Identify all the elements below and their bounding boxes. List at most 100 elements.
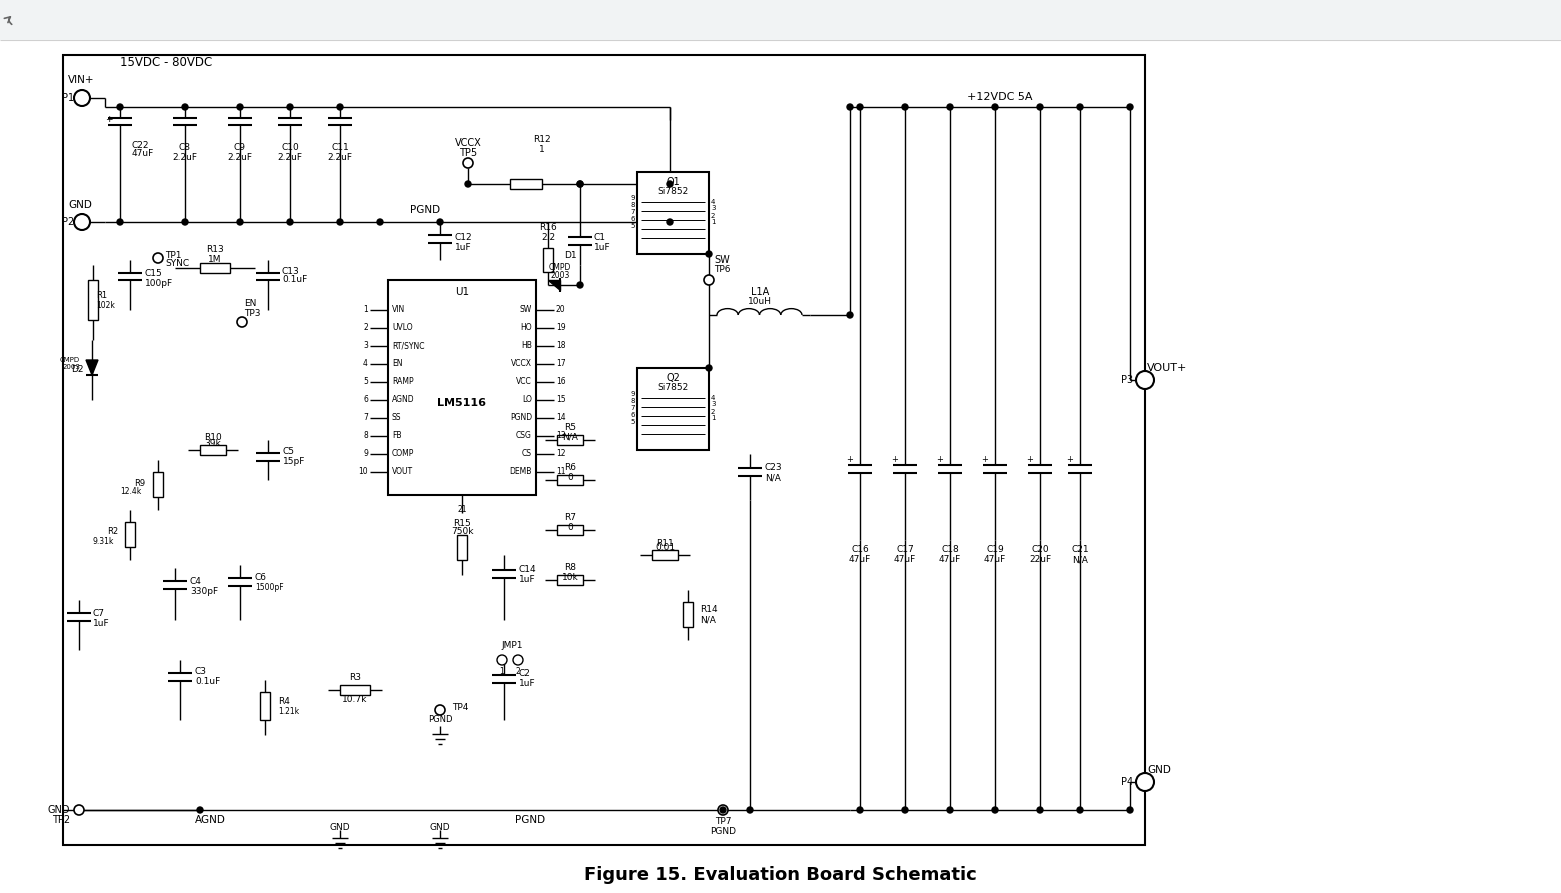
- Text: R16: R16: [539, 223, 557, 232]
- Text: 2003: 2003: [62, 364, 80, 370]
- Text: D1: D1: [564, 251, 576, 260]
- Text: N/A: N/A: [562, 432, 578, 441]
- Circle shape: [436, 705, 445, 715]
- Text: UVLO: UVLO: [392, 323, 412, 332]
- Text: 1.21k: 1.21k: [278, 707, 300, 716]
- Text: 2.2uF: 2.2uF: [173, 154, 198, 163]
- Text: 2.2uF: 2.2uF: [278, 154, 303, 163]
- Text: P1: P1: [62, 93, 73, 103]
- Text: R13: R13: [206, 246, 223, 255]
- Text: R1: R1: [95, 290, 108, 299]
- Text: 7: 7: [364, 413, 368, 422]
- Text: SYNC: SYNC: [165, 258, 189, 268]
- Text: P2: P2: [62, 217, 73, 227]
- Circle shape: [183, 219, 187, 225]
- Text: 0.1uF: 0.1uF: [195, 677, 220, 686]
- Bar: [637, 172, 709, 254]
- Text: N/A: N/A: [765, 473, 780, 482]
- Bar: [261, 692, 270, 720]
- Text: Q1: Q1: [667, 177, 681, 187]
- Text: 2.2uF: 2.2uF: [328, 154, 353, 163]
- Circle shape: [902, 807, 909, 813]
- Text: 18: 18: [556, 341, 565, 350]
- Circle shape: [117, 104, 123, 110]
- Text: 2003: 2003: [551, 271, 570, 280]
- Text: CMPD: CMPD: [59, 357, 80, 363]
- Text: R7: R7: [564, 513, 576, 522]
- Text: FB: FB: [392, 431, 401, 440]
- Text: 1M: 1M: [208, 255, 222, 263]
- Text: R15: R15: [453, 519, 471, 528]
- Text: +12VDC 5A: +12VDC 5A: [968, 92, 1033, 102]
- Text: 2.2: 2.2: [542, 233, 556, 243]
- Text: 330pF: 330pF: [190, 587, 219, 596]
- Text: C9: C9: [234, 144, 247, 153]
- Text: 1uF: 1uF: [94, 619, 109, 628]
- Circle shape: [337, 104, 343, 110]
- Text: SS: SS: [392, 413, 401, 422]
- Text: PGND: PGND: [411, 205, 440, 215]
- Text: C22: C22: [133, 140, 150, 149]
- Circle shape: [1077, 104, 1083, 110]
- Text: 10k: 10k: [562, 572, 579, 581]
- Circle shape: [948, 807, 954, 813]
- Circle shape: [578, 282, 582, 288]
- Text: PGND: PGND: [710, 828, 735, 837]
- Text: GND: GND: [329, 823, 350, 832]
- Text: ti.com/lit/ug/snva285a/snva285a.pdf: ti.com/lit/ug/snva285a/snva285a.pdf: [116, 15, 322, 25]
- Text: 47uF: 47uF: [983, 555, 1007, 564]
- Text: 39k: 39k: [204, 439, 222, 448]
- Text: 3: 3: [364, 341, 368, 350]
- Text: 15: 15: [556, 396, 565, 405]
- Text: 10uH: 10uH: [748, 297, 773, 306]
- Circle shape: [578, 181, 582, 187]
- Text: C16: C16: [851, 546, 869, 555]
- Text: 4
3
2
1: 4 3 2 1: [710, 395, 715, 421]
- Text: 1: 1: [364, 305, 368, 314]
- Text: 47uF: 47uF: [849, 555, 871, 564]
- Circle shape: [1127, 807, 1133, 813]
- Text: Si7852: Si7852: [657, 188, 688, 196]
- Text: C7: C7: [94, 608, 105, 617]
- Text: EN: EN: [244, 298, 256, 307]
- Text: 1uF: 1uF: [518, 575, 535, 585]
- Text: RT/SYNC: RT/SYNC: [392, 341, 425, 350]
- Text: 1uF: 1uF: [518, 679, 535, 688]
- Text: TP2: TP2: [52, 815, 70, 825]
- Text: VIN+: VIN+: [69, 75, 95, 85]
- Text: C11: C11: [331, 144, 348, 153]
- Text: P4: P4: [1121, 777, 1133, 787]
- Text: 47uF: 47uF: [133, 149, 155, 158]
- Text: CSG: CSG: [517, 431, 532, 440]
- Text: 15VDC - 80VDC: 15VDC - 80VDC: [120, 56, 212, 70]
- Text: TP7: TP7: [715, 817, 731, 827]
- Circle shape: [667, 219, 673, 225]
- Bar: [389, 280, 535, 495]
- Text: R5: R5: [564, 423, 576, 432]
- Text: TP5: TP5: [459, 148, 478, 158]
- Text: C1: C1: [595, 233, 606, 243]
- Text: C23: C23: [765, 463, 782, 472]
- Circle shape: [720, 807, 726, 813]
- Circle shape: [73, 90, 91, 106]
- Bar: [510, 179, 542, 189]
- Text: C10: C10: [281, 144, 298, 153]
- Text: Si7852: Si7852: [657, 383, 688, 393]
- Bar: [557, 475, 582, 485]
- Circle shape: [153, 253, 162, 263]
- Text: D2: D2: [72, 365, 84, 374]
- Bar: [87, 280, 98, 320]
- Text: 6: 6: [364, 396, 368, 405]
- Text: 1: 1: [539, 146, 545, 154]
- Text: 1: 1: [500, 667, 504, 677]
- Circle shape: [496, 655, 507, 665]
- Text: HB: HB: [521, 341, 532, 350]
- Text: C6: C6: [254, 573, 267, 582]
- Text: DEMB: DEMB: [509, 468, 532, 477]
- Text: 9: 9: [364, 449, 368, 458]
- Text: 19: 19: [556, 323, 565, 332]
- Circle shape: [718, 805, 727, 815]
- Bar: [457, 535, 467, 560]
- Text: CS: CS: [521, 449, 532, 458]
- Circle shape: [117, 219, 123, 225]
